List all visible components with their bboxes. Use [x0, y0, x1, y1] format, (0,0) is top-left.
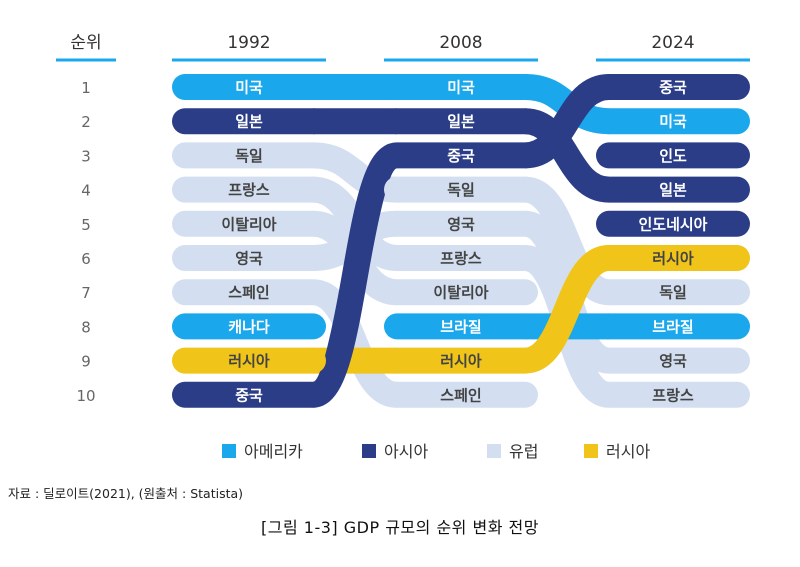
pill-label: 브라질	[440, 318, 481, 336]
pill-label: 독일	[447, 181, 475, 199]
year-header-2008: 2008	[439, 33, 482, 53]
pill-미국-2024	[596, 108, 750, 135]
pill-중국-2008	[384, 142, 538, 169]
pill-label: 영국	[235, 250, 263, 268]
pill-label: 프랑스	[440, 250, 482, 268]
pill-영국-1992	[172, 245, 326, 271]
source-note: 자료 : 딜로이트(2021), (원출처 : Statista)	[8, 486, 244, 501]
pill-영국-2024	[596, 347, 750, 374]
rank-label-3: 3	[81, 147, 91, 165]
link-독일	[522, 176, 612, 306]
pill-미국-1992	[172, 74, 326, 100]
link-중국	[309, 142, 401, 408]
pill-스페인-2008	[384, 381, 538, 408]
pill-label: 이탈리아	[221, 215, 276, 233]
pill-label: 독일	[235, 147, 263, 165]
link-스페인	[310, 279, 400, 408]
pill-프랑스-1992	[172, 176, 326, 203]
rank-label-8: 8	[81, 318, 91, 336]
pill-label: 영국	[447, 215, 475, 233]
pill-브라질-2008	[384, 313, 538, 340]
pill-label: 러시아	[228, 352, 270, 370]
pill-독일-2008	[384, 176, 538, 203]
legend-label-europe: 유럽	[509, 442, 538, 461]
pill-label: 미국	[659, 113, 687, 131]
pill-label: 독일	[659, 284, 687, 302]
pill-label: 러시아	[440, 352, 482, 370]
pill-label: 중국	[235, 386, 263, 404]
pill-브라질-2024	[596, 313, 750, 340]
pill-label: 영국	[659, 352, 687, 370]
pill-label: 스페인	[228, 284, 269, 302]
pill-label: 스페인	[440, 386, 481, 404]
rank-header: 순위	[70, 33, 101, 53]
pill-프랑스-2008	[384, 245, 538, 271]
pill-영국-2008	[384, 210, 538, 237]
pill-프랑스-2024	[596, 381, 750, 408]
pill-label: 미국	[235, 79, 263, 97]
pill-이탈리아-2008	[384, 279, 538, 306]
pill-독일-2024	[596, 279, 750, 306]
rank-label-4: 4	[81, 182, 91, 200]
rank-label-7: 7	[81, 284, 91, 302]
pill-label: 러시아	[652, 250, 694, 268]
pill-중국-1992	[172, 381, 326, 408]
pill-label: 일본	[659, 181, 687, 199]
year-header-2024: 2024	[651, 33, 694, 53]
pill-label: 캐나다	[228, 318, 270, 336]
legend-swatch-europe	[487, 444, 501, 458]
pill-label: 프랑스	[228, 181, 270, 199]
pill-label: 일본	[447, 113, 475, 131]
pill-label: 프랑스	[652, 386, 694, 404]
link-러시아	[522, 245, 612, 374]
pill-label: 브라질	[652, 318, 693, 336]
pill-label: 이탈리아	[433, 284, 488, 302]
pill-label: 인도네시아	[638, 215, 707, 233]
pill-일본-1992	[172, 108, 326, 135]
pill-스페인-1992	[172, 279, 326, 306]
legend-swatch-america	[222, 444, 236, 458]
rank-label-2: 2	[81, 113, 91, 131]
pill-러시아-2008	[384, 347, 538, 374]
pill-중국-2024	[596, 74, 750, 100]
legend-swatch-asia	[362, 444, 376, 458]
pill-러시아-1992	[172, 347, 326, 374]
year-header-1992: 1992	[227, 33, 270, 53]
pill-캐나다-1992	[172, 313, 326, 340]
pill-label: 미국	[447, 79, 475, 97]
pill-label: 인도	[659, 147, 687, 165]
rank-label-9: 9	[81, 353, 91, 371]
rank-label-10: 10	[76, 387, 95, 405]
pill-label: 중국	[659, 79, 687, 97]
pill-이탈리아-1992	[172, 210, 326, 237]
pill-label: 중국	[447, 147, 475, 165]
pill-독일-1992	[172, 142, 326, 169]
pill-러시아-2024	[596, 245, 750, 271]
link-일본	[523, 108, 611, 203]
legend-label-russia: 러시아	[606, 442, 650, 461]
figure-caption: [그림 1-3] GDP 규모의 순위 변화 전망	[261, 518, 539, 537]
legend-label-america: 아메리카	[244, 442, 303, 461]
rank-label-1: 1	[81, 79, 91, 97]
rank-label-6: 6	[81, 250, 91, 268]
rank-label-5: 5	[81, 216, 91, 234]
pill-인도-2024	[596, 142, 750, 169]
legend-label-asia: 아시아	[384, 442, 428, 461]
legend-swatch-russia	[584, 444, 598, 458]
pill-미국-2008	[384, 74, 538, 100]
pill-label: 일본	[235, 113, 263, 131]
pill-일본-2024	[596, 176, 750, 203]
pill-인도네시아-2024	[596, 210, 750, 237]
link-중국	[523, 74, 611, 169]
pill-일본-2008	[384, 108, 538, 135]
